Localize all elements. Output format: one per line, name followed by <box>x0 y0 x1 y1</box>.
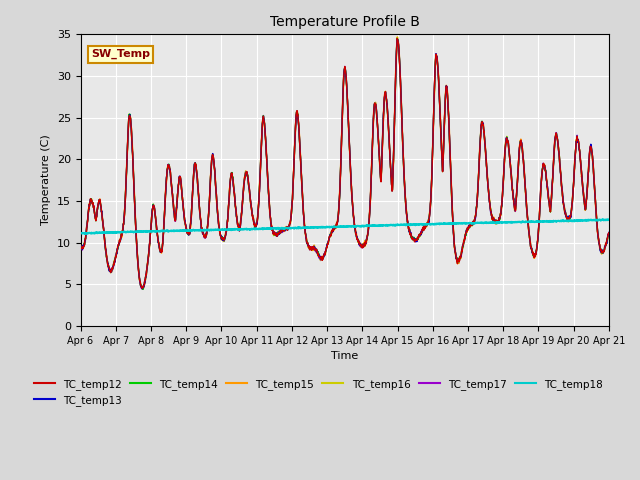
Legend: TC_temp12, TC_temp13, TC_temp14, TC_temp15, TC_temp16, TC_temp17, TC_temp18: TC_temp12, TC_temp13, TC_temp14, TC_temp… <box>29 375 607 410</box>
X-axis label: Time: Time <box>331 351 358 361</box>
Title: Temperature Profile B: Temperature Profile B <box>269 15 420 29</box>
Y-axis label: Temperature (C): Temperature (C) <box>41 135 51 226</box>
Text: SW_Temp: SW_Temp <box>91 49 150 59</box>
